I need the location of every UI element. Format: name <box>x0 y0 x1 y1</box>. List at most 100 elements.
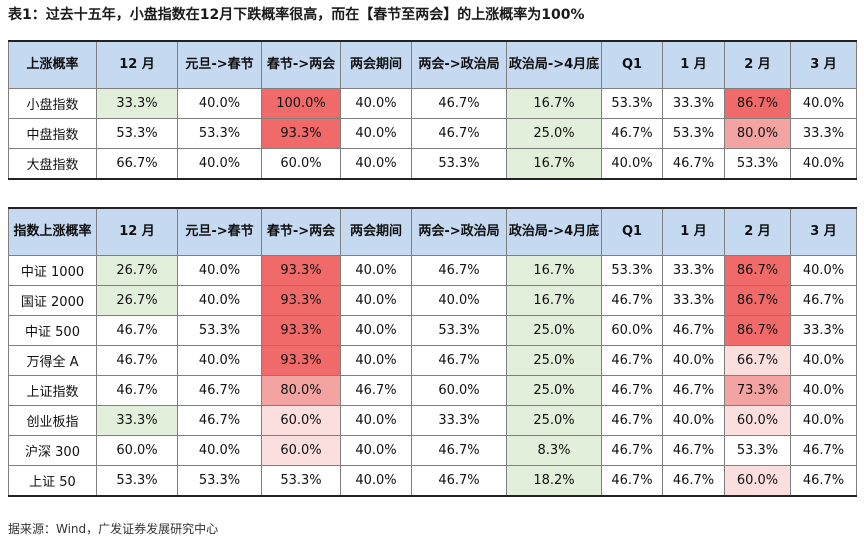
probability-cell: 40.0% <box>790 375 857 406</box>
probability-cell: 46.7% <box>411 88 507 119</box>
probability-cell: 46.7% <box>662 465 725 497</box>
probability-cell: 60.0% <box>601 315 663 346</box>
header-row: 上涨概率 12 月元旦->春节 春节->两会 两会期间 两会->政治局 政治局->4月底 Q… <box>8 40 857 89</box>
probability-cell: 60.0% <box>261 405 341 436</box>
probability-cell: 33.3% <box>662 255 725 286</box>
probability-cell: 16.7% <box>506 285 602 316</box>
probability-cell: 46.7% <box>601 465 663 497</box>
probability-cell: 53.3% <box>177 465 262 497</box>
probability-cell: 40.0% <box>177 285 262 316</box>
probability-cell: 46.7% <box>96 375 178 406</box>
probability-cell: 40.0% <box>177 88 262 119</box>
probability-cell: 93.3% <box>261 285 341 316</box>
column-header: 元旦->春节 <box>177 207 262 256</box>
probability-cell: 40.0% <box>601 148 663 180</box>
header-row: 指数上涨概率 12 月元旦->春节 春节->两会 两会期间 两会->政治局 政治局->4月… <box>8 207 857 256</box>
probability-cell: 16.7% <box>506 88 602 119</box>
probability-cell: 46.7% <box>177 375 262 406</box>
table-row: 中盘指数 53.3% 53.3% 93.3% 40.0% 46.7% 25.0% 46.7% 5… <box>8 118 857 149</box>
probability-cell: 26.7% <box>96 255 178 286</box>
probability-cell: 53.3% <box>601 88 663 119</box>
probability-cell: 46.7% <box>96 315 178 346</box>
probability-cell: 8.3% <box>506 435 602 466</box>
probability-cell: 46.7% <box>411 255 507 286</box>
probability-cell: 46.7% <box>411 465 507 497</box>
probability-cell: 40.0% <box>790 405 857 436</box>
column-header: 政治局->4月底 <box>506 40 602 89</box>
probability-cell: 46.7% <box>411 345 507 376</box>
data-source-note: 据来源：Wind，广发证券发展研究中心 <box>8 522 219 536</box>
probability-cell: 46.7% <box>662 435 725 466</box>
row-label: 小盘指数 <box>8 88 97 119</box>
row-label: 大盘指数 <box>8 148 97 180</box>
table-row: 上证 50 53.3% 53.3% 53.3% 40.0% 46.7% 18.2% 46.7%… <box>8 465 857 497</box>
probability-cell: 46.7% <box>601 435 663 466</box>
probability-cell: 66.7% <box>724 345 791 376</box>
probability-cell: 80.0% <box>724 118 791 149</box>
column-header: 2 月 <box>724 40 791 89</box>
probability-cell: 40.0% <box>340 88 412 119</box>
probability-cell: 40.0% <box>340 465 412 497</box>
probability-cell: 100.0% <box>261 88 341 119</box>
probability-cell: 73.3% <box>724 375 791 406</box>
probability-cell: 93.3% <box>261 118 341 149</box>
probability-cell: 40.0% <box>340 405 412 436</box>
probability-cell: 86.7% <box>724 285 791 316</box>
probability-cell: 25.0% <box>506 375 602 406</box>
probability-cell: 53.3% <box>177 118 262 149</box>
probability-cell: 53.3% <box>724 148 791 180</box>
table-title: 表1：过去十五年，小盘指数在12月下跌概率很高，而在【春节至两会】的上涨概率为1… <box>8 7 585 23</box>
probability-cell: 33.3% <box>662 88 725 119</box>
column-header: 3 月 <box>790 40 857 89</box>
probability-cell: 16.7% <box>506 148 602 180</box>
probability-cell: 53.3% <box>177 315 262 346</box>
probability-cell: 40.0% <box>662 345 725 376</box>
probability-cell: 40.0% <box>340 118 412 149</box>
column-header: 上涨概率 <box>8 40 97 89</box>
probability-cell: 53.3% <box>662 118 725 149</box>
column-header: 元旦->春节 <box>177 40 262 89</box>
column-header: 12 月 <box>96 40 178 89</box>
row-label: 上证指数 <box>8 375 97 406</box>
probability-cell: 40.0% <box>662 405 725 436</box>
probability-cell: 25.0% <box>506 315 602 346</box>
probability-cell: 40.0% <box>340 345 412 376</box>
probability-cell: 40.0% <box>177 345 262 376</box>
probability-cell: 40.0% <box>790 148 857 180</box>
table-row: 大盘指数 66.7% 40.0% 60.0% 40.0% 53.3% 16.7% 40.0% 4… <box>8 148 857 180</box>
probability-cell: 60.0% <box>724 405 791 436</box>
row-label: 国证 2000 <box>8 285 97 316</box>
probability-cell: 60.0% <box>261 148 341 180</box>
probability-cell: 40.0% <box>177 435 262 466</box>
probability-cell: 26.7% <box>96 285 178 316</box>
column-header: 政治局->4月底 <box>506 207 602 256</box>
probability-cell: 46.7% <box>790 435 857 466</box>
probability-cell: 33.3% <box>790 315 857 346</box>
probability-cell: 25.0% <box>506 345 602 376</box>
probability-cell: 60.0% <box>411 375 507 406</box>
column-header: 春节->两会 <box>261 207 341 256</box>
probability-cell: 40.0% <box>340 285 412 316</box>
probability-cell: 40.0% <box>177 148 262 180</box>
table-row: 小盘指数 33.3% 40.0% 100.0% 40.0% 46.7% 16.7% 53.3%… <box>8 88 857 119</box>
probability-cell: 53.3% <box>261 465 341 497</box>
probability-cell: 40.0% <box>340 315 412 346</box>
probability-cell: 53.3% <box>96 118 178 149</box>
probability-cell: 53.3% <box>724 435 791 466</box>
probability-cell: 46.7% <box>601 285 663 316</box>
probability-cell: 33.3% <box>790 118 857 149</box>
column-header: 1 月 <box>662 40 725 89</box>
row-label: 中证 1000 <box>8 255 97 286</box>
probability-cell: 46.7% <box>790 285 857 316</box>
probability-cell: 46.7% <box>662 148 725 180</box>
probability-cell: 86.7% <box>724 255 791 286</box>
probability-cell: 46.7% <box>662 315 725 346</box>
probability-cell: 46.7% <box>411 118 507 149</box>
probability-cell: 33.3% <box>96 88 178 119</box>
column-header: 春节->两会 <box>261 40 341 89</box>
probability-cell: 46.7% <box>790 465 857 497</box>
probability-cell: 60.0% <box>261 435 341 466</box>
probability-cell: 93.3% <box>261 345 341 376</box>
probability-cell: 53.3% <box>96 465 178 497</box>
column-header: Q1 <box>601 207 663 256</box>
